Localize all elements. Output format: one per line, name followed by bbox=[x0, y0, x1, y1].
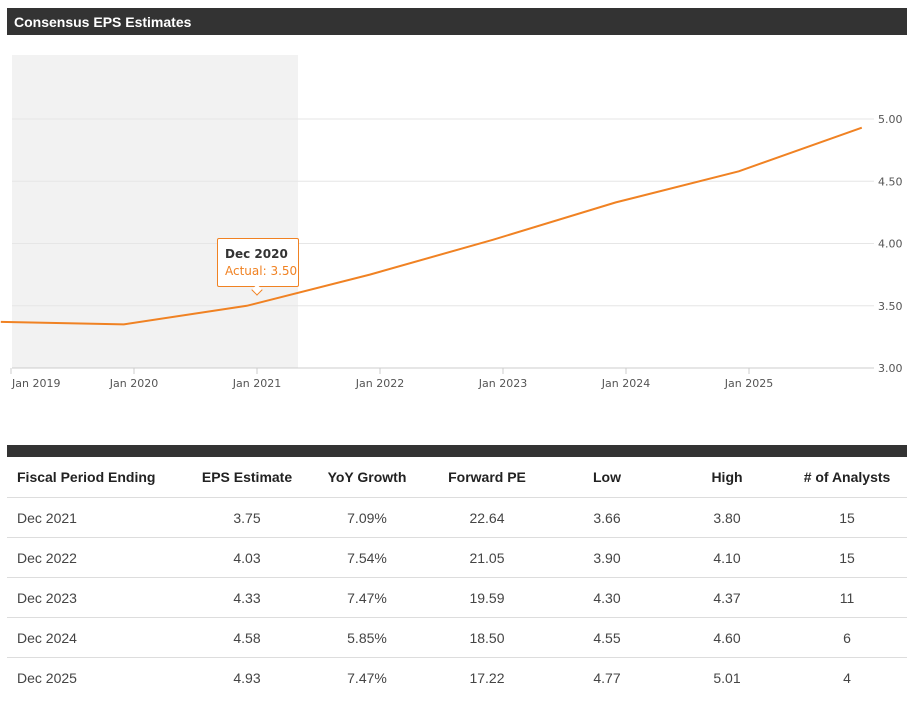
cell-eps-estimate: 4.03 bbox=[187, 537, 307, 578]
cell-low: 4.30 bbox=[547, 577, 667, 618]
cell-forward-pe: 22.64 bbox=[427, 497, 547, 538]
col-header-high: High bbox=[667, 457, 787, 498]
x-tick-label: Jan 2019 bbox=[11, 377, 60, 390]
cell-high: 4.37 bbox=[667, 577, 787, 618]
eps-series-line bbox=[0, 126, 863, 326]
col-header-forward-pe: Forward PE bbox=[427, 457, 547, 498]
cell-yoy-growth: 5.85% bbox=[307, 617, 427, 658]
cell-yoy-growth: 7.47% bbox=[307, 577, 427, 618]
cell-fiscal-period: Dec 2024 bbox=[7, 617, 187, 658]
cell-high: 3.80 bbox=[667, 497, 787, 538]
cell-eps-estimate: 3.75 bbox=[187, 497, 307, 538]
cell-fiscal-period: Dec 2023 bbox=[7, 577, 187, 618]
cell-fiscal-period: Dec 2025 bbox=[17, 669, 77, 686]
col-header-yoy-growth: YoY Growth bbox=[307, 457, 427, 498]
col-header-low: Low bbox=[547, 457, 667, 498]
cell-forward-pe: 18.50 bbox=[427, 617, 547, 658]
y-tick-label: 3.50 bbox=[878, 300, 903, 313]
cell-low: 3.66 bbox=[547, 497, 667, 538]
cell-fiscal-period: Dec 2021 bbox=[7, 497, 187, 538]
col-header-eps-estimate: EPS Estimate bbox=[187, 457, 307, 498]
cell-analysts: 15 bbox=[787, 537, 907, 578]
cell-high: 4.10 bbox=[667, 537, 787, 578]
table-row: Dec 2025 4.93 7.47% 17.22 4.77 5.01 4 bbox=[7, 658, 907, 698]
cell-eps-estimate: 4.33 bbox=[187, 577, 307, 618]
col-header-fiscal-period: Fiscal Period Ending bbox=[7, 457, 187, 498]
cell-eps-estimate: 4.58 bbox=[187, 617, 307, 658]
cell-high: 5.01 bbox=[713, 669, 741, 686]
cell-yoy-growth: 7.47% bbox=[347, 669, 387, 686]
col-header-analysts: # of Analysts bbox=[787, 457, 907, 498]
cell-analysts: 11 bbox=[787, 577, 907, 618]
chart-tooltip: Dec 2020 Actual: 3.50 bbox=[217, 238, 299, 287]
cell-fiscal-period: Dec 2022 bbox=[7, 537, 187, 578]
x-tick-label: Jan 2023 bbox=[478, 377, 527, 390]
table-row: Dec 2024 4.58 5.85% 18.50 4.55 4.60 6 bbox=[7, 617, 907, 658]
cell-yoy-growth: 7.54% bbox=[307, 537, 427, 578]
actuals-shaded-region bbox=[12, 55, 298, 368]
chart-header: Consensus EPS Estimates bbox=[7, 8, 907, 35]
table-row: Dec 2021 3.75 7.09% 22.64 3.66 3.80 15 bbox=[7, 497, 907, 538]
cell-high: 4.60 bbox=[667, 617, 787, 658]
tooltip-value: Actual: 3.50 bbox=[225, 264, 298, 278]
table-row: Dec 2023 4.33 7.47% 19.59 4.30 4.37 11 bbox=[7, 577, 907, 618]
table-row: Dec 2022 4.03 7.54% 21.05 3.90 4.10 15 bbox=[7, 537, 907, 578]
x-tick-label: Jan 2025 bbox=[724, 377, 773, 390]
cell-eps-estimate: 4.93 bbox=[233, 669, 261, 686]
cell-forward-pe: 21.05 bbox=[427, 537, 547, 578]
chart-title: Consensus EPS Estimates bbox=[14, 14, 192, 30]
x-tick-label: Jan 2024 bbox=[601, 377, 650, 390]
cell-forward-pe: 17.22 bbox=[469, 669, 505, 686]
eps-estimates-table: Fiscal Period Ending EPS Estimate YoY Gr… bbox=[7, 457, 907, 697]
tooltip-title: Dec 2020 bbox=[225, 247, 288, 261]
y-tick-label: 5.00 bbox=[878, 113, 903, 126]
y-tick-label: 4.50 bbox=[878, 175, 903, 188]
cell-forward-pe: 19.59 bbox=[427, 577, 547, 618]
cell-low: 3.90 bbox=[547, 537, 667, 578]
x-tick-label: Jan 2020 bbox=[109, 377, 158, 390]
cell-yoy-growth: 7.09% bbox=[307, 497, 427, 538]
y-tick-label: 4.00 bbox=[878, 238, 903, 251]
cell-analysts: 4 bbox=[843, 669, 851, 686]
x-tick-label: Jan 2021 bbox=[232, 377, 281, 390]
cell-low: 4.77 bbox=[593, 669, 621, 686]
y-tick-label: 3.00 bbox=[878, 362, 903, 375]
eps-line-chart: 3.00 3.50 4.00 4.50 5.00 Jan 2019 Jan 2020 Jan … bbox=[0, 55, 903, 390]
x-tick-label: Jan 2022 bbox=[355, 377, 404, 390]
table-header-bar bbox=[7, 445, 907, 457]
table-header-row: Fiscal Period Ending EPS Estimate YoY Gr… bbox=[7, 457, 907, 498]
cell-analysts: 6 bbox=[787, 617, 907, 658]
cell-low: 4.55 bbox=[547, 617, 667, 658]
cell-analysts: 15 bbox=[787, 497, 907, 538]
